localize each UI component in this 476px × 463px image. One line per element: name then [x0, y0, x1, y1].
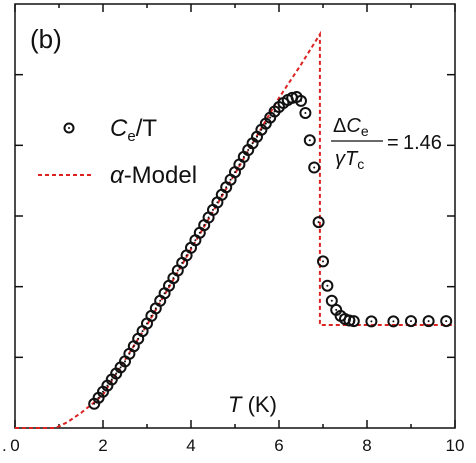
- data-point: [440, 315, 453, 328]
- data-point-center: [119, 366, 122, 369]
- data-point-center: [207, 216, 210, 219]
- data-point: [365, 315, 378, 328]
- data-point: [303, 134, 316, 147]
- data-point-center: [106, 384, 109, 387]
- data-point-center: [163, 292, 166, 295]
- data-point-center: [220, 193, 223, 196]
- data-point-center: [97, 396, 100, 399]
- data-point-center: [181, 261, 184, 264]
- data-point: [317, 255, 329, 268]
- data-point-center: [251, 142, 254, 145]
- data-point-center: [154, 307, 157, 310]
- data-point-center: [234, 171, 236, 174]
- data-point-center: [247, 149, 250, 151]
- data-point-center: [194, 239, 197, 242]
- legend-label-data: Ce/T: [110, 115, 157, 145]
- annotation-equals: =: [387, 132, 399, 154]
- data-point-center: [110, 378, 113, 381]
- data-point-center: [445, 320, 448, 323]
- data-point-center: [115, 372, 118, 375]
- data-point-center: [225, 186, 228, 189]
- legend-marker-data: [63, 122, 75, 134]
- data-point-center: [269, 116, 272, 119]
- data-point: [321, 279, 334, 292]
- annotation-denominator: γTc: [335, 148, 364, 172]
- data-point: [387, 315, 400, 328]
- data-point-center: [176, 269, 179, 272]
- data-point-center: [190, 246, 192, 249]
- data-point: [295, 94, 307, 107]
- data-point-center: [264, 122, 267, 125]
- data-point-center: [335, 308, 338, 311]
- x-tick-label: 0: [10, 436, 19, 455]
- data-point: [325, 294, 338, 307]
- x-tick-label: 2: [98, 436, 107, 455]
- data-point-center: [313, 166, 316, 169]
- legend-label-model: α-Model: [110, 162, 197, 189]
- data-point-center: [352, 320, 355, 323]
- x-tick-label: 8: [362, 436, 371, 455]
- data-point-center: [212, 208, 214, 211]
- data-points: [88, 91, 453, 410]
- data-point-center: [137, 337, 140, 340]
- data-point-center: [317, 221, 320, 224]
- annotation-numerator: ΔCe: [333, 115, 369, 139]
- data-point-center: [102, 390, 104, 393]
- data-point-center: [300, 99, 302, 102]
- data-point: [312, 216, 325, 229]
- data-point-center: [308, 139, 311, 142]
- data-point-center: [146, 322, 148, 325]
- data-point-center: [159, 299, 162, 302]
- data-point-center: [172, 277, 175, 280]
- data-point-center: [216, 201, 219, 204]
- data-point: [422, 315, 435, 328]
- data-point-center: [168, 284, 170, 287]
- data-point-center: [141, 330, 144, 333]
- x-axis-label: T (K): [228, 392, 277, 417]
- data-point: [405, 315, 417, 328]
- annotation-value: 1.46: [403, 132, 442, 154]
- x-tick-label: 4: [186, 436, 195, 455]
- data-point-center: [124, 360, 126, 363]
- data-point-center: [304, 112, 307, 114]
- data-point-center: [370, 320, 373, 323]
- data-point-center: [203, 224, 206, 227]
- x-tick-labels: 0 2 4 6 8 10: [10, 436, 464, 455]
- x-tick-label: 6: [274, 436, 283, 455]
- data-point-center: [128, 352, 131, 355]
- delta-c-annotation: ΔCe γTc = 1.46: [331, 115, 442, 172]
- data-point-center: [326, 284, 329, 287]
- data-point-center: [132, 345, 135, 348]
- axis-ticks: [14, 4, 456, 428]
- data-point-center: [229, 178, 232, 181]
- data-point: [308, 161, 321, 174]
- x-tick-left-partial: .: [2, 436, 7, 455]
- data-point: [299, 107, 312, 119]
- data-point-center: [322, 260, 324, 263]
- data-point-center: [392, 320, 395, 323]
- data-point-center: [93, 402, 96, 405]
- data-point-center: [410, 320, 412, 323]
- data-point-center: [330, 299, 333, 302]
- model-line: [15, 30, 455, 429]
- data-point-center: [150, 314, 153, 317]
- data-point-center: [238, 163, 241, 166]
- x-tick-label: 10: [446, 436, 465, 455]
- plot-frame: [14, 3, 456, 429]
- data-point-center: [185, 254, 188, 257]
- data-point-center: [427, 320, 430, 323]
- model-curve: [15, 30, 455, 429]
- data-point-center: [260, 128, 263, 131]
- data-point-center: [198, 231, 201, 234]
- panel-label: (b): [30, 24, 62, 54]
- legend: Ce/T α-Model: [38, 115, 197, 189]
- data-point-center: [256, 135, 258, 138]
- data-point-center: [242, 155, 245, 158]
- data-point: [347, 315, 360, 328]
